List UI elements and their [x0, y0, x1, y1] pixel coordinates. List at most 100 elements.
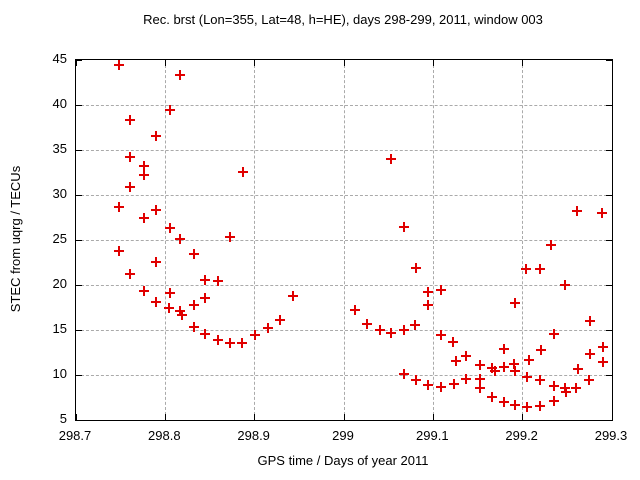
data-point-marker	[509, 366, 520, 377]
x-tick-top	[611, 60, 613, 66]
data-point-marker	[447, 336, 458, 347]
data-point-marker	[422, 287, 433, 298]
y-tick-right	[606, 104, 612, 106]
data-point-marker	[275, 315, 286, 325]
data-point-marker	[138, 161, 149, 172]
data-point-marker	[212, 334, 223, 345]
x-tick-top	[432, 60, 434, 66]
data-point-marker	[151, 297, 162, 307]
data-point-marker	[585, 315, 596, 326]
data-point-marker	[411, 375, 422, 386]
y-grid-line	[76, 104, 612, 106]
data-point-marker	[224, 338, 235, 349]
data-point-marker	[224, 232, 235, 243]
data-point-marker	[362, 318, 373, 329]
data-point-marker	[561, 387, 572, 397]
y-tick-label: 10	[52, 366, 67, 381]
data-point-marker	[200, 292, 211, 303]
data-point-marker	[113, 201, 124, 212]
data-point-marker	[534, 263, 545, 274]
y-tick-right	[606, 374, 612, 376]
data-point-marker	[521, 263, 532, 274]
data-point-marker	[125, 181, 136, 192]
data-point-marker	[175, 306, 186, 316]
y-tick-right	[606, 149, 612, 151]
data-point-marker	[249, 330, 260, 341]
x-tick-label: 298.7	[58, 428, 92, 443]
data-point-marker	[262, 323, 273, 334]
data-point-marker	[509, 399, 520, 410]
y-grid-line	[76, 239, 612, 241]
y-tick-label: 35	[52, 141, 67, 156]
data-point-marker	[125, 115, 136, 126]
data-point-marker	[175, 234, 186, 244]
y-tick-right	[606, 329, 612, 331]
x-tick-bottom	[254, 414, 256, 420]
data-point-marker	[212, 276, 223, 287]
data-point-marker	[175, 70, 186, 81]
data-point-marker	[287, 290, 298, 301]
data-point-marker	[572, 363, 583, 374]
x-tick-label: 299.2	[505, 428, 538, 443]
x-tick-bottom	[75, 414, 77, 420]
data-point-marker	[560, 279, 571, 290]
y-tick-right	[606, 419, 612, 421]
data-point-marker	[113, 245, 124, 256]
x-tick-label: 298.9	[237, 428, 270, 443]
data-point-marker	[188, 249, 199, 260]
y-tick-label: 5	[59, 411, 67, 426]
data-point-marker	[522, 371, 533, 382]
data-point-marker	[151, 257, 162, 268]
y-tick-right	[606, 284, 612, 286]
data-point-marker	[125, 269, 136, 280]
data-point-marker	[498, 396, 509, 407]
data-point-marker	[398, 324, 409, 335]
data-point-marker	[349, 305, 360, 316]
data-point-marker	[536, 344, 547, 355]
y-tick-label: 40	[52, 96, 67, 111]
y-tick-label: 20	[52, 276, 67, 291]
data-point-marker	[436, 381, 447, 392]
data-point-marker	[188, 299, 199, 310]
y-tick-left	[76, 104, 82, 106]
x-tick-label: 298.8	[148, 428, 181, 443]
data-point-marker	[410, 320, 421, 331]
data-point-marker	[164, 288, 175, 298]
data-point-marker	[546, 240, 557, 251]
data-point-marker	[583, 375, 594, 386]
x-tick-bottom	[611, 414, 613, 420]
data-point-marker	[163, 303, 174, 314]
data-point-marker	[151, 131, 162, 142]
y-tick-left	[76, 239, 82, 241]
data-point-marker	[164, 223, 175, 234]
data-point-marker	[572, 206, 583, 217]
y-tick-left	[76, 149, 82, 151]
data-point-marker	[474, 382, 485, 393]
y-tick-left	[76, 194, 82, 196]
data-point-marker	[138, 286, 149, 297]
data-point-marker	[436, 330, 447, 341]
x-tick-label: 299.1	[416, 428, 449, 443]
data-point-marker	[386, 153, 397, 164]
y-tick-right	[606, 194, 612, 196]
data-point-marker	[548, 329, 559, 340]
plot-area	[75, 59, 613, 421]
data-point-marker	[508, 359, 519, 370]
data-point-marker	[164, 105, 175, 116]
data-point-marker	[571, 382, 582, 393]
data-point-marker	[138, 213, 149, 224]
data-point-marker	[523, 354, 534, 365]
data-point-marker	[498, 361, 509, 372]
y-grid-line	[76, 329, 612, 331]
data-point-marker	[487, 392, 498, 403]
data-point-marker	[535, 375, 546, 386]
x-tick-label: 299	[332, 428, 354, 443]
data-point-marker	[461, 374, 472, 385]
data-point-marker	[448, 378, 459, 389]
data-point-marker	[374, 324, 385, 335]
x-tick-top	[164, 60, 166, 66]
x-axis-title: GPS time / Days of year 2011	[257, 453, 429, 468]
y-tick-left	[76, 419, 82, 421]
data-point-marker	[188, 322, 199, 333]
